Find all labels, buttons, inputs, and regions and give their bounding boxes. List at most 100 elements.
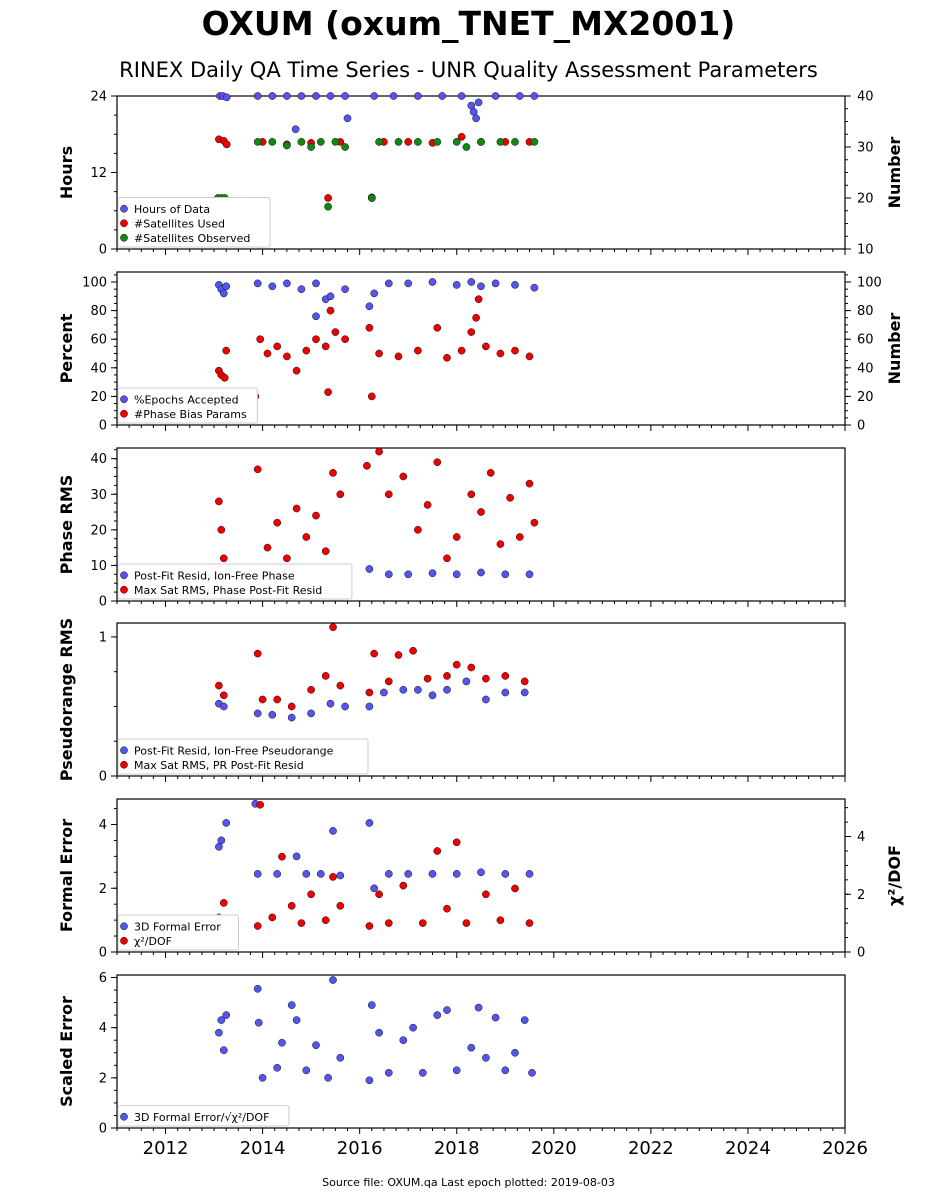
data-point	[287, 1001, 296, 1009]
data-point	[312, 1041, 320, 1050]
data-point	[384, 490, 393, 499]
legend-label: #Phase Bias Params	[134, 408, 247, 421]
data-point	[404, 570, 413, 579]
data-point	[530, 138, 539, 146]
x-tick-label: 2018	[434, 1138, 480, 1159]
data-point	[482, 342, 490, 351]
data-point	[474, 1003, 483, 1012]
data-point	[253, 649, 262, 658]
legend-box	[117, 738, 369, 775]
data-point	[312, 335, 320, 344]
legend-marker	[120, 395, 128, 404]
series-2	[215, 623, 529, 711]
data-point	[457, 346, 466, 355]
data-point	[482, 1053, 490, 1062]
data-point	[273, 518, 282, 527]
data-point	[273, 342, 282, 351]
y-tick-label: 10	[90, 559, 107, 574]
data-point	[316, 138, 325, 146]
legend-marker	[120, 1112, 128, 1121]
data-point	[343, 114, 352, 123]
data-point	[292, 504, 301, 513]
data-point	[307, 709, 315, 718]
y2-tick-label: 80	[857, 304, 874, 319]
data-point	[491, 279, 500, 288]
y-axis-label: Formal Error	[57, 819, 76, 932]
data-point	[253, 870, 262, 878]
data-point	[324, 202, 332, 211]
x-tick-label: 2016	[337, 1138, 383, 1159]
legend-box	[117, 914, 239, 951]
data-point	[491, 1013, 500, 1022]
data-point	[329, 873, 337, 881]
data-point	[482, 890, 490, 899]
data-point	[496, 540, 505, 548]
data-point	[365, 702, 374, 711]
data-point	[258, 695, 267, 704]
data-point	[256, 800, 265, 809]
data-point	[525, 570, 534, 579]
data-point	[375, 1028, 383, 1037]
data-point	[273, 870, 282, 878]
legend-label: Max Sat RMS, PR Post-Fit Resid	[134, 759, 304, 772]
data-point	[367, 392, 376, 401]
legend-box	[117, 563, 353, 600]
data-point	[496, 349, 505, 358]
data-point	[278, 1038, 286, 1047]
x-tick-label: 2014	[240, 1138, 286, 1159]
data-point	[329, 469, 337, 477]
data-point	[375, 349, 383, 358]
series-2	[215, 800, 534, 930]
data-point	[438, 92, 447, 100]
data-point	[363, 461, 371, 470]
data-point	[443, 554, 451, 563]
y2-tick-label: 2	[857, 888, 865, 903]
data-point	[365, 819, 374, 827]
data-point	[452, 138, 461, 146]
series-1	[215, 976, 536, 1085]
data-point	[472, 114, 480, 123]
data-point	[222, 819, 231, 827]
y2-tick-label: 40	[857, 361, 874, 376]
y-tick-label: 60	[90, 333, 107, 348]
data-point	[268, 92, 277, 100]
data-point	[321, 342, 330, 351]
y2-tick-label: 4	[857, 830, 865, 845]
y-tick-label: 24	[90, 90, 107, 105]
data-point	[219, 1046, 228, 1055]
data-point	[452, 660, 461, 669]
data-point	[292, 366, 301, 375]
data-point	[336, 490, 345, 499]
y-axis-label: Phase RMS	[57, 475, 76, 575]
data-point	[520, 677, 529, 686]
y-tick-label: 0	[99, 243, 107, 258]
y-tick-label: 12	[90, 166, 107, 181]
data-point	[215, 1028, 223, 1037]
data-point	[515, 533, 524, 541]
data-point	[283, 554, 291, 563]
data-point	[253, 138, 262, 146]
legend-box	[117, 1105, 290, 1127]
chart-title: OXUM (oxum_TNET_MX2001)	[201, 4, 736, 43]
data-point	[428, 691, 437, 700]
data-point	[326, 699, 335, 708]
data-point	[491, 92, 500, 100]
data-point	[501, 570, 510, 579]
data-point	[409, 1023, 417, 1032]
data-point	[307, 685, 315, 694]
legend: 3D Formal Error/√χ²/DOF	[117, 1105, 290, 1127]
data-point	[457, 92, 466, 100]
data-point	[297, 92, 306, 100]
y-tick-label: 2	[99, 882, 107, 897]
data-point	[433, 458, 442, 467]
data-point	[341, 285, 349, 294]
data-point	[217, 525, 226, 534]
data-point	[414, 138, 422, 146]
legend-marker	[120, 585, 128, 594]
data-point	[312, 511, 320, 520]
data-point	[428, 278, 437, 286]
data-point	[222, 140, 231, 149]
data-point	[477, 868, 485, 877]
data-point	[219, 702, 228, 711]
data-point	[215, 681, 223, 690]
